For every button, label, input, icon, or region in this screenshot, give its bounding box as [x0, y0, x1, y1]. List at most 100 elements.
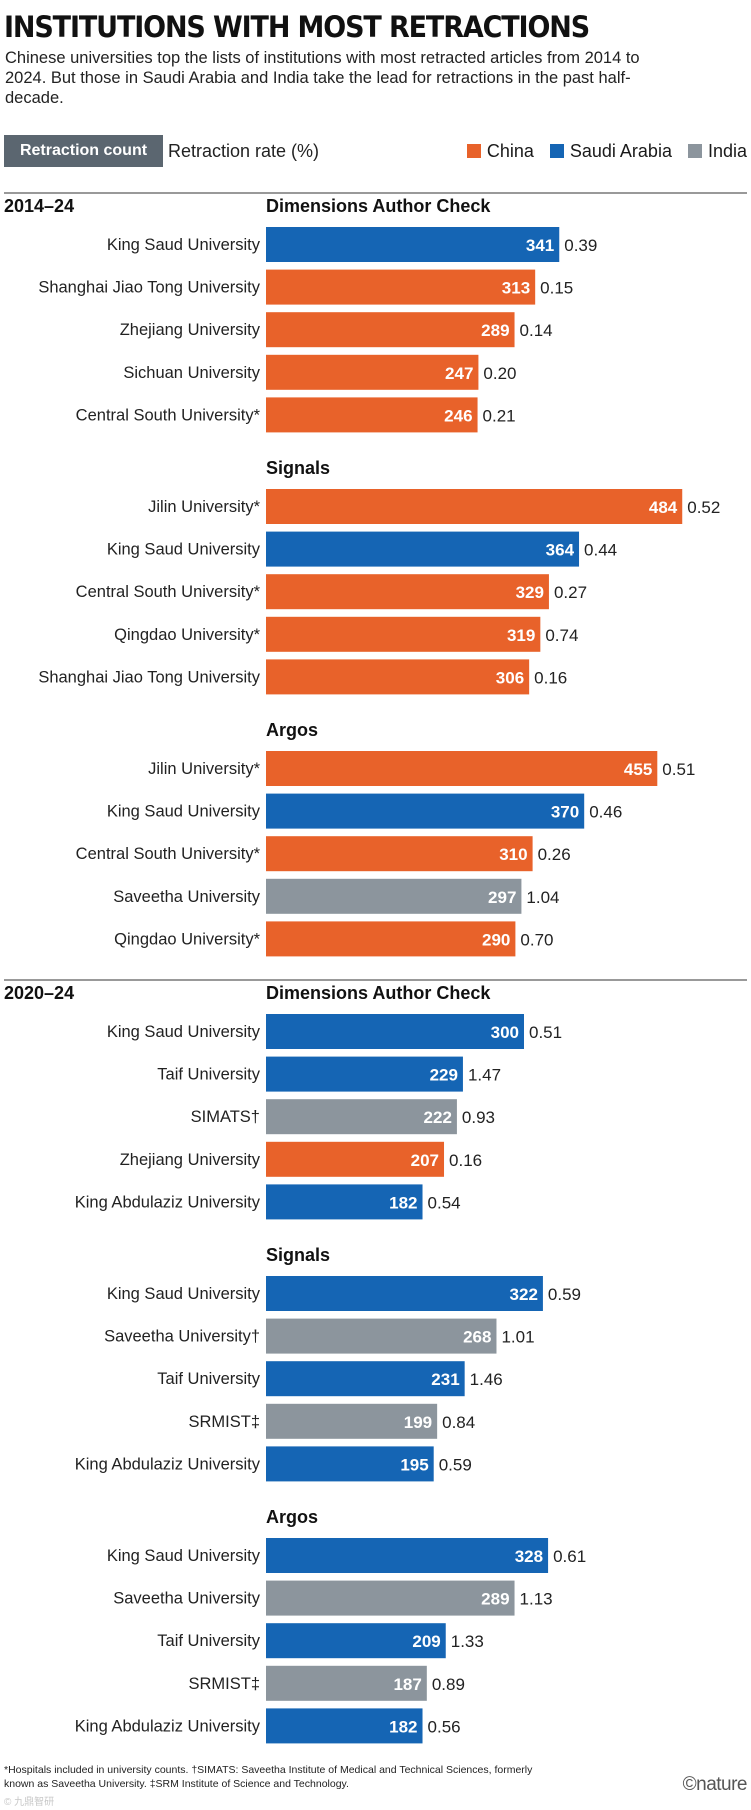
- bar-rate-label: 0.84: [442, 1413, 475, 1432]
- bar-rate-label: 0.21: [483, 406, 516, 425]
- retraction-rate-toggle[interactable]: Retraction rate (%): [168, 141, 320, 161]
- legend-item-india: India: [687, 139, 747, 163]
- bar: [266, 354, 479, 390]
- source-label: Signals: [266, 458, 330, 478]
- bar: [266, 921, 516, 957]
- bar-count-label: 319: [507, 626, 535, 645]
- bar-count-label: 199: [404, 1413, 432, 1432]
- bar: [266, 397, 478, 433]
- institution-label: Jilin University*: [148, 760, 260, 778]
- bar: [266, 489, 683, 524]
- source-label: Argos: [266, 1507, 318, 1527]
- saudi-arabia-swatch-icon: [549, 144, 564, 158]
- bar-count-label: 364: [546, 541, 575, 560]
- bar: [266, 531, 580, 567]
- bar-count-label: 322: [510, 1285, 538, 1304]
- bar-count-label: 187: [393, 1675, 421, 1694]
- bar-rate-label: 0.27: [554, 583, 587, 602]
- bar-count-label: 222: [424, 1108, 452, 1127]
- bar-rate-label: 1.01: [501, 1328, 534, 1347]
- institution-label: Taif University: [157, 1066, 260, 1084]
- bar: [266, 1056, 463, 1092]
- bar-rate-label: 0.14: [520, 321, 553, 340]
- bar: [266, 1580, 515, 1616]
- bar-rate-label: 1.13: [520, 1590, 553, 1609]
- period-label: 2014–24: [4, 196, 74, 216]
- institution-label: Central South University*: [76, 845, 261, 863]
- bar-rate-label: 0.51: [529, 1023, 562, 1042]
- institution-label: King Saud University: [107, 1023, 261, 1041]
- bar-rate-label: 0.44: [584, 541, 617, 560]
- bar-rate-label: 0.74: [545, 626, 578, 645]
- institution-label: SIMATS†: [191, 1108, 260, 1126]
- institution-label: Zhejiang University: [120, 321, 261, 339]
- institution-label: Saveetha University: [113, 888, 260, 906]
- institution-label: King Saud University: [107, 1547, 261, 1565]
- bar: [266, 1403, 438, 1439]
- institution-label: Qingdao University*: [114, 930, 260, 948]
- bar: [266, 1708, 423, 1744]
- institution-label: Taif University: [157, 1632, 260, 1650]
- institution-label: Central South University*: [76, 583, 261, 601]
- institution-label: Zhejiang University: [120, 1151, 261, 1169]
- bar: [266, 1446, 434, 1482]
- bar-rate-label: 0.89: [432, 1675, 465, 1694]
- institution-label: SRMIST‡: [188, 1675, 260, 1693]
- bar-count-label: 484: [649, 498, 678, 517]
- source-label: Dimensions Author Check: [266, 983, 491, 1003]
- bar-rate-label: 1.04: [526, 888, 559, 907]
- bar-rate-label: 0.15: [540, 279, 573, 298]
- source-label: Argos: [266, 720, 318, 740]
- bar-count-label: 328: [515, 1547, 543, 1566]
- bar-count-label: 182: [389, 1717, 417, 1736]
- legend: China Saudi Arabia India: [466, 139, 747, 163]
- bar-rate-label: 1.46: [470, 1370, 503, 1389]
- institution-label: Central South University*: [76, 406, 261, 424]
- retractions-chart: 2014–24 Dimensions Author Check King Saud …: [4, 192, 747, 1744]
- institution-label: Shanghai Jiao Tong University: [38, 279, 260, 297]
- bar-rate-label: 0.56: [428, 1717, 461, 1736]
- bar: [266, 659, 530, 695]
- bar-count-label: 455: [624, 760, 652, 779]
- bar: [266, 836, 533, 872]
- institution-label: Saveetha University†: [104, 1328, 260, 1346]
- institution-label: SRMIST‡: [188, 1413, 260, 1431]
- bar-rate-label: 0.20: [483, 364, 516, 383]
- bar-count-label: 297: [488, 888, 516, 907]
- bar: [266, 1184, 423, 1220]
- bar-rate-label: 0.26: [538, 845, 571, 864]
- bar-rate-label: 0.16: [534, 668, 567, 687]
- bar-count-label: 229: [430, 1066, 458, 1085]
- bar-count-label: 289: [481, 321, 509, 340]
- bar: [266, 1318, 497, 1354]
- institution-label: King Abdulaziz University: [75, 1193, 261, 1211]
- retraction-count-toggle[interactable]: Retraction count: [4, 135, 163, 167]
- institution-label: Qingdao University*: [114, 626, 260, 644]
- bar: [266, 878, 522, 914]
- bar-rate-label: 0.52: [687, 498, 720, 517]
- bar: [266, 1538, 549, 1573]
- footnote: *Hospitals included in university counts…: [4, 1764, 533, 1790]
- bar-rate-label: 0.46: [589, 803, 622, 822]
- legend-item-china: China: [466, 139, 534, 163]
- bar: [266, 1141, 445, 1177]
- bar: [266, 269, 536, 305]
- institution-label: Sichuan University: [123, 364, 260, 382]
- page-title: INSTITUTIONS WITH MOST RETRACTIONS: [4, 10, 590, 44]
- bar-rate-label: 0.54: [428, 1193, 461, 1212]
- china-swatch-icon: [466, 144, 481, 158]
- bar: [266, 1014, 524, 1049]
- bar: [266, 1099, 457, 1135]
- institution-label: King Saud University: [107, 803, 261, 821]
- institution-label: King Abdulaziz University: [75, 1717, 261, 1735]
- bar-count-label: 300: [491, 1023, 519, 1042]
- source-label: Signals: [266, 1245, 330, 1265]
- bar-count-label: 341: [526, 236, 554, 255]
- india-swatch-icon: [687, 144, 702, 158]
- bar-count-label: 313: [502, 279, 530, 298]
- page-subtitle: Chinese universities top the lists of in…: [5, 49, 640, 107]
- legend-label: Saudi Arabia: [569, 141, 672, 161]
- bar-count-label: 195: [400, 1455, 428, 1474]
- bar-rate-label: 0.70: [520, 930, 553, 949]
- bar: [266, 1276, 543, 1311]
